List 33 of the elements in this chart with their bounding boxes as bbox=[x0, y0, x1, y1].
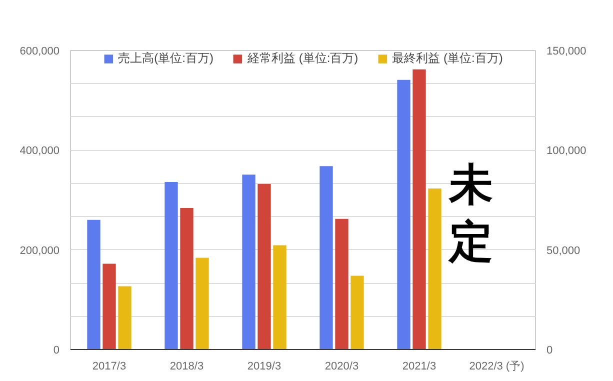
bar bbox=[180, 208, 194, 350]
legend-label: 経常利益 (単位:百万) bbox=[247, 50, 358, 67]
y2-tick-label: 150,000 bbox=[546, 46, 586, 58]
bar bbox=[164, 182, 178, 350]
bar bbox=[196, 258, 209, 350]
y2-tick-label: 50,000 bbox=[546, 244, 580, 257]
y2-tick-label: 0 bbox=[546, 344, 553, 356]
bar bbox=[273, 245, 286, 350]
bar bbox=[397, 80, 410, 350]
bar bbox=[87, 220, 100, 350]
y-tick-label: 400,000 bbox=[20, 145, 60, 158]
bar bbox=[350, 276, 364, 350]
y-tick-label: 0 bbox=[53, 344, 60, 356]
x-tick-label: 2022/3 (予) bbox=[469, 360, 524, 372]
bar bbox=[335, 218, 348, 350]
bar bbox=[320, 166, 333, 350]
y-tick-label: 200,000 bbox=[20, 244, 60, 257]
bar bbox=[258, 184, 271, 350]
legend-label: 最終利益 (単位:百万) bbox=[392, 50, 503, 67]
y-tick-label: 600,000 bbox=[20, 46, 60, 58]
x-tick-label: 2018/3 bbox=[170, 360, 204, 372]
x-tick-label: 2019/3 bbox=[247, 360, 282, 372]
bar bbox=[102, 264, 116, 350]
bar bbox=[242, 174, 256, 350]
annotation: 未定 bbox=[448, 160, 494, 266]
x-tick-label: 2021/3 bbox=[402, 360, 436, 372]
x-tick-label: 2020/3 bbox=[324, 360, 359, 372]
bar bbox=[412, 69, 426, 350]
bar bbox=[428, 188, 442, 350]
bar bbox=[118, 286, 132, 350]
legend-label: 売上高(単位:百万) bbox=[118, 50, 214, 67]
x-tick-label: 2017/3 bbox=[92, 360, 126, 372]
y2-tick-label: 100,000 bbox=[546, 145, 586, 158]
